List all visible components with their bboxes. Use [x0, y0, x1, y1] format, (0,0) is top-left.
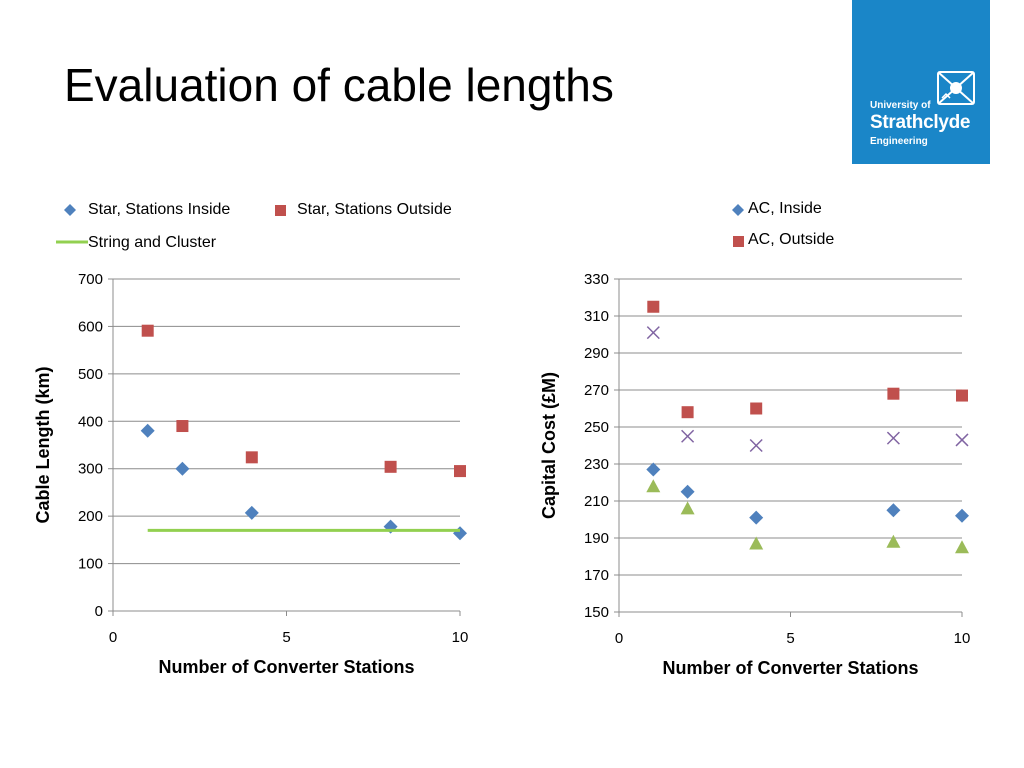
capital-cost-point: [955, 508, 969, 523]
capital-cost-point: [750, 402, 763, 415]
cable-length-y-tick-label: 300: [78, 461, 103, 478]
cable-length-point: [384, 460, 397, 473]
cable-length-y-tick-label: 0: [95, 603, 103, 620]
capital-cost-point: [681, 429, 695, 443]
capital-cost-point: [886, 534, 901, 548]
cable-length-x-tick-label: 10: [452, 629, 469, 646]
capital-cost-point: [749, 510, 764, 525]
legend-marker-ac-inside: [732, 204, 744, 216]
capital-cost-y-tick-label: 150: [584, 604, 609, 621]
capital-cost-point: [749, 438, 763, 453]
capital-cost-point: [886, 503, 901, 518]
capital-cost-x-tick-label: 0: [615, 630, 623, 647]
legend-marker-string-cluster: [56, 240, 88, 244]
cable-length-y-tick-label: 100: [78, 556, 103, 573]
cable-length-y-tick-label: 200: [78, 508, 103, 525]
capital-cost-point: [680, 501, 695, 515]
cable-length-point: [140, 423, 155, 438]
cable-length-point: [176, 420, 189, 433]
capital-cost-point: [955, 433, 969, 447]
capital-cost-point: [887, 387, 900, 400]
cable-length-x-tick-label: 5: [282, 629, 290, 646]
legend-label-string-cluster: String and Cluster: [88, 234, 217, 251]
legend-marker-star-outside: [275, 205, 286, 216]
cable-length-point: [141, 324, 154, 337]
logo-engineering: Engineering: [870, 136, 928, 147]
cable-length-y-tick-label: 500: [78, 366, 103, 383]
capital-cost-y-tick-label: 290: [584, 345, 609, 362]
capital-cost-point: [955, 540, 969, 554]
capital-cost-point: [680, 484, 695, 499]
slide-title: Evaluation of cable lengths: [64, 59, 614, 111]
capital-cost-y-tick-label: 170: [584, 567, 609, 584]
capital-cost-point: [646, 462, 661, 477]
capital-cost-y-tick-label: 210: [584, 493, 609, 510]
capital-cost-y-tick-label: 330: [584, 271, 609, 288]
capital-cost-point: [749, 536, 764, 550]
capital-cost-x-tick-label: 10: [954, 630, 971, 647]
logo-university-of: University of: [870, 100, 931, 111]
legend-label-star-inside: Star, Stations Inside: [88, 201, 231, 218]
capital-cost-point: [681, 406, 694, 419]
cable-length-point: [244, 505, 259, 520]
capital-cost-y-axis-title: Capital Cost (£M): [539, 372, 559, 519]
cable-length-point: [245, 451, 258, 464]
capital-cost-y-tick-label: 310: [584, 308, 609, 325]
logo-strathclyde: Strathclyde: [870, 112, 971, 133]
legend-label-ac-inside: AC, Inside: [748, 200, 822, 217]
cable-length-x-tick-label: 0: [109, 629, 117, 646]
capital-cost-x-tick-label: 5: [786, 630, 794, 647]
capital-cost-y-tick-label: 230: [584, 456, 609, 473]
capital-cost-point: [956, 389, 968, 402]
capital-cost-y-tick-label: 190: [584, 530, 609, 547]
university-logo: University of Strathclyde Engineering: [852, 0, 990, 164]
crest-icon: [937, 71, 975, 105]
legend-marker-star-inside: [64, 204, 76, 216]
cable-length-x-axis-title: Number of Converter Stations: [158, 657, 414, 677]
cable-length-point: [175, 461, 190, 476]
cable-length-point: [454, 465, 466, 478]
cable-length-y-tick-label: 700: [78, 271, 103, 288]
capital-cost-x-axis-title: Number of Converter Stations: [662, 658, 918, 678]
legend-marker-ac-outside: [733, 236, 744, 247]
cable-length-y-axis-title: Cable Length (km): [33, 366, 53, 523]
capital-cost-point: [646, 326, 660, 340]
legend-label-ac-outside: AC, Outside: [748, 231, 835, 248]
cable-length-y-tick-label: 400: [78, 413, 103, 430]
legend-label-star-outside: Star, Stations Outside: [297, 201, 452, 218]
cable-length-y-tick-label: 600: [78, 318, 103, 335]
capital-cost-y-tick-label: 270: [584, 382, 609, 399]
capital-cost-point: [647, 300, 660, 313]
capital-cost-y-tick-label: 250: [584, 419, 609, 436]
capital-cost-point: [646, 479, 661, 493]
capital-cost-point: [886, 431, 900, 445]
